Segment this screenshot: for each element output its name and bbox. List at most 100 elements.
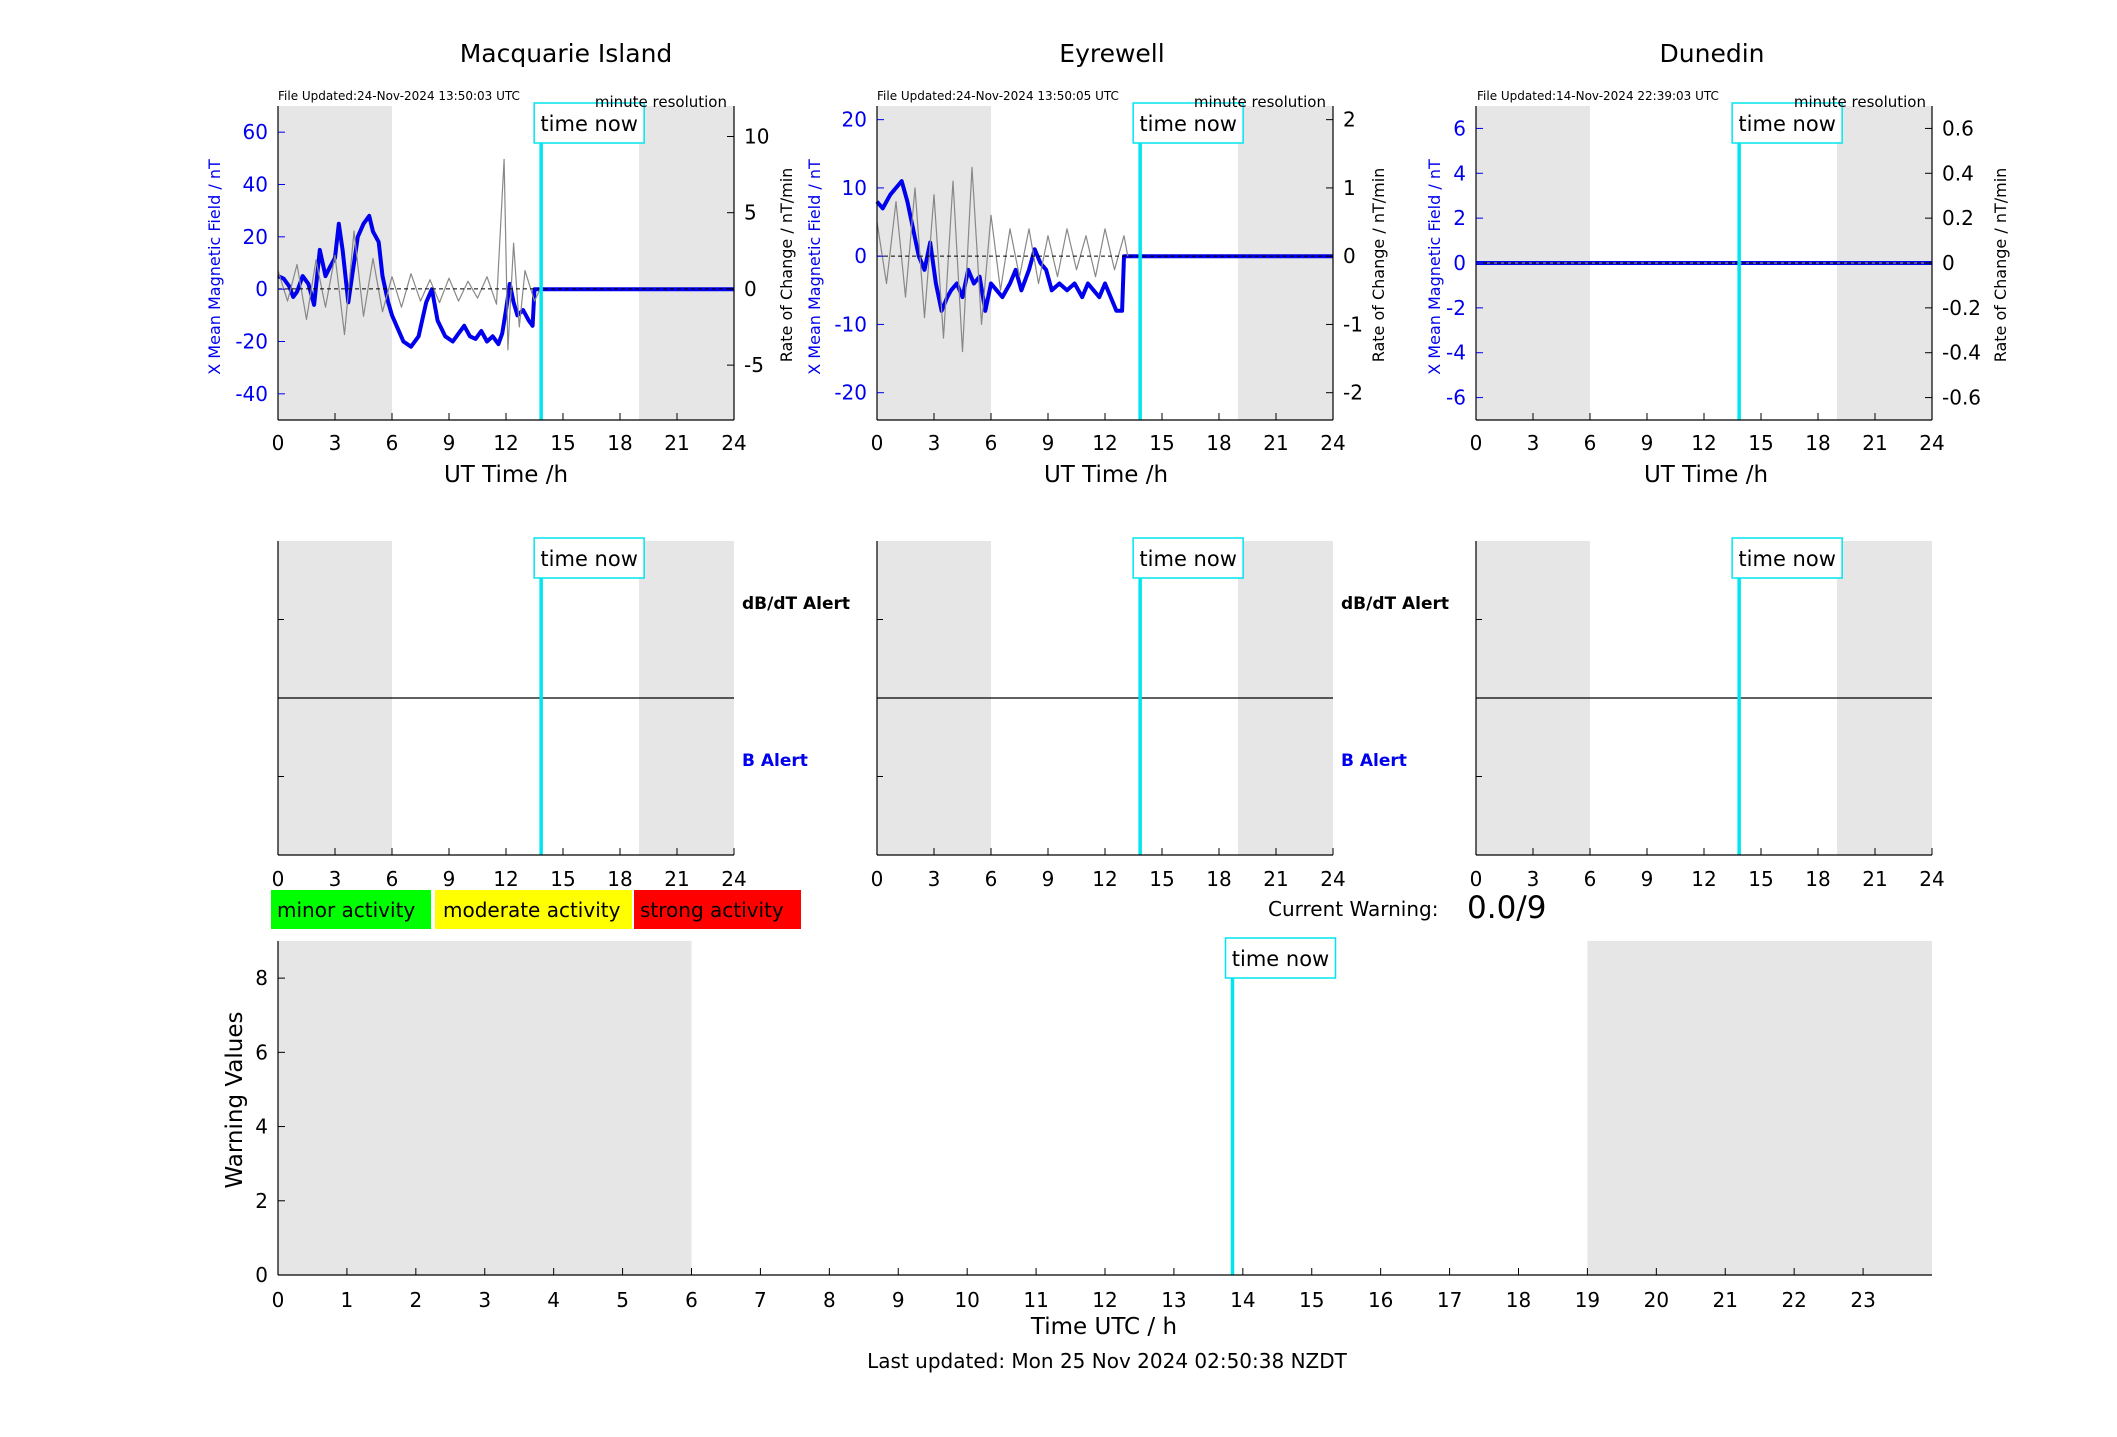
chart1-y2tick-label-2: 2: [1343, 108, 1356, 132]
chart6-time-now-label: time now: [1232, 947, 1329, 971]
chart6-xtick-label-5: 5: [616, 1288, 629, 1312]
chart6-ytick-label-6: 6: [255, 1040, 268, 1064]
chart1-xtick-label-18: 18: [1206, 431, 1231, 455]
chart5-xtick-label-6: 6: [1584, 867, 1597, 891]
chart2-y2tick-label-0.2: 0.2: [1942, 206, 1974, 230]
chart6-xtick-label-12: 12: [1092, 1288, 1117, 1312]
legend-moderate-label: moderate activity: [443, 898, 621, 922]
chart1-y2tick-label-1: 1: [1343, 176, 1356, 200]
chart5-xtick-label-15: 15: [1748, 867, 1773, 891]
chart0-ytick-label-20: 20: [243, 225, 268, 249]
chart6-xtick-label-18: 18: [1506, 1288, 1531, 1312]
chart2-y2tick-label-0: 0: [1942, 251, 1955, 275]
warning-xlabel: Time UTC / h: [1030, 1314, 1177, 1340]
chart1-y2tick-label--2: -2: [1343, 381, 1363, 405]
chart2-ytick-label--4: -4: [1446, 341, 1466, 365]
chart2-y2tick-label-0.6: 0.6: [1942, 116, 1974, 140]
chart1-xtick-label-6: 6: [985, 431, 998, 455]
chart3-time-now-label: time now: [540, 547, 637, 571]
current-warning-label: Current Warning:: [1268, 897, 1438, 921]
chart4-xtick-label-18: 18: [1206, 867, 1231, 891]
chart1-night-shade-1: [1238, 106, 1333, 420]
chart0-time-now-label: time now: [540, 112, 637, 136]
chart1-xtick-label-15: 15: [1149, 431, 1174, 455]
chart4-xtick-label-6: 6: [985, 867, 998, 891]
chart5-time-now-box: [1731, 537, 1843, 579]
chart4-xtick-label-21: 21: [1263, 867, 1288, 891]
chart0-y2tick-label-10: 10: [744, 124, 769, 148]
chart0-xtick-label-0: 0: [272, 431, 285, 455]
chart6-xtick-label-11: 11: [1023, 1288, 1048, 1312]
chart3-xtick-label-9: 9: [443, 867, 456, 891]
dbdt-alert-label-eyrewell: dB/dT Alert: [1341, 594, 1449, 614]
legend-minor-swatch: [271, 890, 431, 929]
chart0-xtick-label-12: 12: [493, 431, 518, 455]
chart2-y2tick-label-0.4: 0.4: [1942, 161, 1974, 185]
chart0-rate-series-line: [277, 158, 541, 351]
legend-strong-label: strong activity: [640, 898, 784, 922]
legend-strong-swatch: [634, 890, 801, 929]
chart1-xtick-label-21: 21: [1263, 431, 1288, 455]
chart5-xtick-label-0: 0: [1470, 867, 1483, 891]
chart1-y2tick-label--1: -1: [1343, 312, 1363, 336]
chart6-xtick-label-2: 2: [409, 1288, 422, 1312]
chart3-xtick-label-0: 0: [272, 867, 285, 891]
chart1-ytick-label-20: 20: [842, 108, 867, 132]
chart6-xtick-label-16: 16: [1368, 1288, 1393, 1312]
resolution-label-eyrewell: minute resolution: [1194, 93, 1326, 111]
chart6-ytick-label-2: 2: [255, 1189, 268, 1213]
chart2-xtick-label-15: 15: [1748, 431, 1773, 455]
chart2-xtick-label-6: 6: [1584, 431, 1597, 455]
chart1-xtick-label-9: 9: [1042, 431, 1055, 455]
chart5-xtick-label-9: 9: [1641, 867, 1654, 891]
chart1-ytick-label--20: -20: [834, 381, 867, 405]
chart4-xtick-label-0: 0: [871, 867, 884, 891]
chart3-xtick-label-15: 15: [550, 867, 575, 891]
xlabel-eyrewell: UT Time /h: [1044, 462, 1168, 488]
right-ylabel-eyrewell: Rate of Change / nT/min: [1369, 168, 1388, 363]
chart6-xtick-label-1: 1: [341, 1288, 354, 1312]
chart2-xtick-label-18: 18: [1805, 431, 1830, 455]
chart0-xtick-label-9: 9: [443, 431, 456, 455]
chart0-xtick-label-3: 3: [329, 431, 342, 455]
chart1-time-now-label: time now: [1139, 112, 1236, 136]
panel-title-eyrewell: Eyrewell: [1059, 39, 1164, 68]
chart1-time-now-box: [1132, 102, 1244, 144]
chart1-xtick-label-12: 12: [1092, 431, 1117, 455]
chart3-xtick-label-12: 12: [493, 867, 518, 891]
chart4-xtick-label-12: 12: [1092, 867, 1117, 891]
warning-ylabel: Warning Values: [222, 1011, 248, 1188]
chart6-xtick-label-9: 9: [892, 1288, 905, 1312]
chart0-xtick-label-15: 15: [550, 431, 575, 455]
chart6-xtick-label-6: 6: [685, 1288, 698, 1312]
chart2-xtick-label-24: 24: [1919, 431, 1944, 455]
b-alert-label-eyrewell: B Alert: [1341, 751, 1407, 771]
xlabel-dunedin: UT Time /h: [1644, 462, 1768, 488]
chart0-ytick-label--20: -20: [235, 330, 268, 354]
chart6-night-shade-1: [1587, 941, 1932, 1275]
file-updated-macquarie: File Updated:24-Nov-2024 13:50:03 UTC: [278, 89, 520, 103]
chart6-time-now-box: [1224, 937, 1337, 979]
chart0-y2tick-label-5: 5: [744, 201, 757, 225]
resolution-label-dunedin: minute resolution: [1794, 93, 1926, 111]
legend-minor-label: minor activity: [277, 898, 415, 922]
right-ylabel-dunedin: Rate of Change / nT/min: [1991, 168, 2010, 363]
chart6-xtick-label-7: 7: [754, 1288, 767, 1312]
chart2-ytick-label-0: 0: [1453, 251, 1466, 275]
chart5-xtick-label-18: 18: [1805, 867, 1830, 891]
chart2-xtick-label-0: 0: [1470, 431, 1483, 455]
dbdt-alert-label-macquarie: dB/dT Alert: [742, 594, 850, 614]
chart6-xtick-label-20: 20: [1644, 1288, 1669, 1312]
chart4-xtick-label-9: 9: [1042, 867, 1055, 891]
chart0-xtick-label-21: 21: [664, 431, 689, 455]
chart6-xtick-label-0: 0: [272, 1288, 285, 1312]
last-updated: Last updated: Mon 25 Nov 2024 02:50:38 N…: [867, 1349, 1348, 1373]
chart2-xtick-label-12: 12: [1691, 431, 1716, 455]
chart4-time-now-box: [1132, 537, 1244, 579]
chart2-ytick-label--6: -6: [1446, 386, 1466, 410]
left-ylabel-eyrewell: X Mean Magnetic Field / nT: [805, 159, 824, 375]
xlabel-macquarie: UT Time /h: [444, 462, 568, 488]
chart0-night-shade-1: [639, 106, 734, 420]
chart0-xtick-label-6: 6: [386, 431, 399, 455]
chart6-xtick-label-4: 4: [547, 1288, 560, 1312]
